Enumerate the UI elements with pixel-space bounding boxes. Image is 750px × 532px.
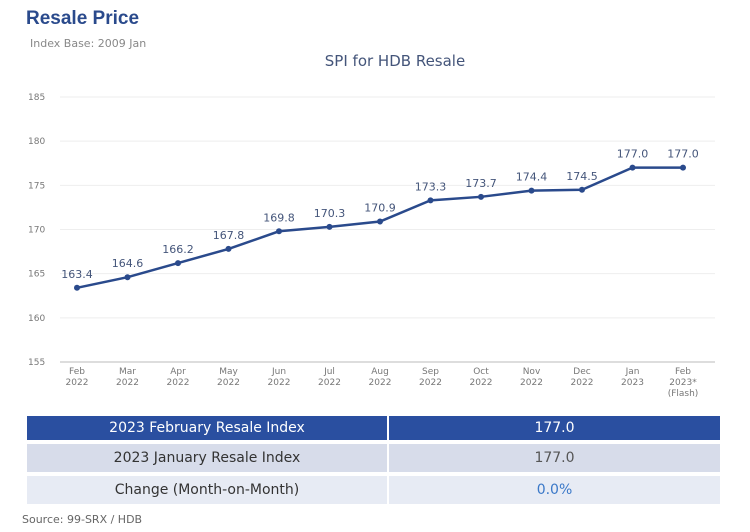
data-point bbox=[175, 260, 181, 267]
data-label: 169.8 bbox=[263, 211, 295, 224]
row-label: 2023 January Resale Index bbox=[27, 444, 387, 472]
data-label: 174.5 bbox=[566, 170, 598, 183]
row-value: 0.0% bbox=[389, 476, 720, 504]
data-point bbox=[478, 193, 484, 200]
row-label: 2023 February Resale Index bbox=[27, 416, 387, 440]
data-point bbox=[276, 228, 282, 235]
data-label: 170.9 bbox=[364, 202, 396, 215]
x-tick-label: Jun bbox=[271, 367, 286, 377]
x-tick-label: Feb bbox=[69, 367, 85, 377]
x-tick-label: May bbox=[219, 367, 238, 377]
x-tick-label: 2022 bbox=[318, 378, 341, 388]
x-tick-label: Mar bbox=[119, 367, 136, 377]
data-point bbox=[528, 187, 535, 194]
data-label: 166.2 bbox=[162, 243, 194, 256]
row-value: 177.0 bbox=[389, 444, 720, 472]
data-label: 177.0 bbox=[667, 148, 699, 161]
x-tick-label: Dec bbox=[573, 367, 590, 377]
line-chart: 155160165170175180185Feb2022Mar2022Apr20… bbox=[28, 93, 715, 399]
x-tick-label: Nov bbox=[523, 367, 541, 377]
x-tick-label: 2022 bbox=[369, 378, 392, 388]
y-tick-label: 180 bbox=[28, 137, 45, 147]
x-tick-label: 2023* bbox=[669, 378, 697, 388]
y-tick-label: 185 bbox=[28, 93, 45, 103]
x-tick-label: Jan bbox=[625, 367, 640, 377]
data-point bbox=[427, 197, 434, 204]
x-tick-label: 2022 bbox=[520, 378, 543, 388]
data-point bbox=[629, 164, 636, 171]
x-tick-label: 2022 bbox=[571, 378, 594, 388]
x-tick-label: Feb bbox=[675, 367, 691, 377]
data-point bbox=[377, 218, 383, 225]
x-tick-label: Sep bbox=[422, 367, 439, 377]
data-point bbox=[74, 284, 80, 291]
data-point bbox=[225, 245, 232, 252]
x-tick-label: 2023 bbox=[621, 378, 644, 388]
data-point bbox=[680, 164, 686, 171]
data-label: 163.4 bbox=[61, 268, 93, 281]
data-label: 173.7 bbox=[465, 177, 497, 190]
x-tick-label: 2022 bbox=[470, 378, 493, 388]
row-label: Change (Month-on-Month) bbox=[27, 476, 387, 504]
source-note: Source: 99-SRX / HDB bbox=[22, 513, 143, 526]
data-label: 167.8 bbox=[213, 229, 245, 242]
data-point bbox=[326, 223, 333, 230]
y-tick-label: 155 bbox=[28, 358, 45, 368]
y-tick-label: 160 bbox=[28, 314, 45, 324]
y-tick-label: 175 bbox=[28, 181, 45, 191]
y-tick-label: 165 bbox=[28, 270, 45, 280]
table-row: 2023 February Resale Index 177.0 bbox=[27, 416, 720, 440]
x-tick-label: Aug bbox=[371, 367, 389, 377]
row-value: 177.0 bbox=[389, 416, 720, 440]
x-tick-label: Oct bbox=[473, 367, 489, 377]
index-base-note: Index Base: 2009 Jan bbox=[30, 37, 147, 50]
x-tick-label: Jul bbox=[323, 367, 335, 377]
x-tick-label: 2022 bbox=[419, 378, 442, 388]
x-tick-label: 2022 bbox=[217, 378, 240, 388]
chart-title: SPI for HDB Resale bbox=[324, 52, 466, 70]
data-label: 164.6 bbox=[112, 257, 144, 270]
x-tick-label: 2022 bbox=[66, 378, 89, 388]
table-row: 2023 January Resale Index 177.0 bbox=[27, 444, 720, 472]
data-label: 173.3 bbox=[415, 180, 447, 193]
x-tick-label: 2022 bbox=[167, 378, 190, 388]
y-tick-label: 170 bbox=[28, 226, 45, 236]
x-tick-label: (Flash) bbox=[668, 389, 699, 399]
x-tick-label: 2022 bbox=[116, 378, 139, 388]
data-label: 177.0 bbox=[617, 148, 649, 161]
data-point bbox=[124, 274, 131, 281]
data-point bbox=[579, 186, 585, 193]
x-tick-label: Apr bbox=[170, 367, 186, 377]
data-label: 174.4 bbox=[516, 171, 548, 184]
table-row: Change (Month-on-Month) 0.0% bbox=[27, 476, 720, 504]
data-label: 170.3 bbox=[314, 207, 346, 220]
page-title: Resale Price bbox=[26, 8, 140, 29]
x-tick-label: 2022 bbox=[268, 378, 291, 388]
